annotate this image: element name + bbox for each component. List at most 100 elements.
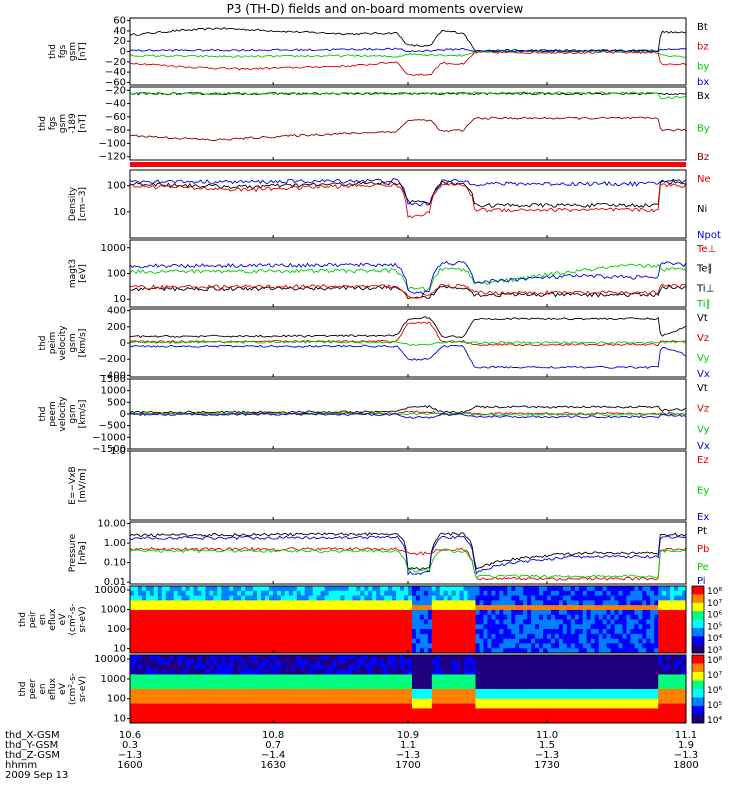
spectrogram-cell — [666, 679, 671, 685]
spectrogram-cell — [495, 708, 500, 714]
spectrogram-cell — [245, 669, 250, 675]
spectrogram-cell — [304, 600, 310, 606]
spectrogram-cell — [376, 655, 381, 661]
spectrogram-cell — [292, 698, 298, 705]
spectrogram-cell — [209, 708, 214, 714]
spectrogram-cell — [678, 586, 683, 592]
spectrogram-cell — [646, 718, 651, 724]
spectrogram-cell — [519, 600, 524, 606]
legend-entry: Ti⊥ — [696, 283, 714, 294]
spectrogram-cell — [638, 659, 643, 666]
colorbar-tick-label: 10⁷ — [707, 599, 722, 609]
spectrogram-cell — [558, 586, 564, 592]
spectrogram-cell — [570, 648, 576, 654]
spectrogram-cell — [284, 633, 290, 640]
spectrogram-cell — [654, 684, 659, 690]
spectrogram-cell — [590, 586, 596, 592]
spectrogram-cell — [594, 590, 600, 597]
spectrogram-cell — [618, 605, 623, 611]
spectrogram-cell — [368, 595, 373, 601]
spectrogram-cell — [658, 633, 663, 640]
spectrogram-cell — [503, 689, 508, 695]
spectrogram-cell — [269, 638, 274, 644]
spectrogram-cell — [662, 698, 667, 705]
spectrogram-cell — [463, 679, 469, 685]
spectrogram-cell — [304, 703, 310, 709]
y-axis-label-line: fgs — [58, 44, 68, 58]
spectrogram-cell — [225, 655, 230, 661]
spectrogram-cell — [229, 590, 234, 597]
spectrogram-cell — [610, 659, 616, 666]
spectrogram-cell — [515, 664, 520, 671]
spectrogram-cell — [312, 595, 318, 601]
spectrogram-cell — [654, 600, 659, 606]
spectrogram-cell — [682, 619, 687, 625]
spectrogram-cell — [483, 655, 488, 661]
y-tick-label: 0 — [120, 47, 126, 58]
spectrogram-cell — [574, 664, 580, 671]
y-tick-label: −120 — [99, 152, 126, 163]
spectrogram-cell — [634, 624, 639, 630]
spectrogram-cell — [380, 698, 385, 705]
spectrogram-cell — [606, 643, 612, 649]
spectrogram-cell — [662, 708, 667, 714]
spectrogram-cell — [197, 679, 202, 685]
spectrogram-cell — [280, 605, 286, 611]
spectrogram-cell — [638, 689, 643, 695]
spectrogram-cell — [376, 609, 381, 616]
spectrogram-cell — [519, 703, 524, 709]
spectrogram-cell — [642, 664, 647, 671]
spectrogram-cell — [431, 629, 437, 635]
spectrogram-cell — [185, 669, 191, 675]
spectrogram-cell — [149, 595, 155, 601]
spectrogram-cell — [614, 595, 619, 601]
spectrogram-cell — [503, 659, 508, 666]
spectrogram-cell — [296, 614, 302, 620]
spectrogram-cell — [411, 624, 417, 630]
spectrogram-cell — [161, 679, 167, 685]
spectrogram-cell — [193, 648, 199, 654]
spectrogram-cell — [328, 600, 334, 606]
spectrogram-cell — [598, 689, 604, 695]
spectrogram-cell — [547, 703, 552, 709]
spectrogram-cell — [642, 605, 647, 611]
spectrogram-cell — [348, 703, 353, 709]
y-tick-label: 1.0 — [110, 446, 126, 457]
spectrogram-cell — [408, 708, 413, 714]
spectrogram-cell — [642, 595, 647, 601]
spectrogram-cell — [185, 595, 191, 601]
spectrogram-cell — [288, 638, 294, 644]
spectrogram-cell — [507, 638, 512, 644]
spectrogram-cell — [670, 655, 675, 661]
spectrogram-cell — [666, 698, 671, 705]
spectrogram-cell — [475, 655, 480, 661]
spectrogram-cell — [554, 674, 560, 680]
spectrogram-cell — [610, 648, 616, 654]
spectrogram-cell — [261, 703, 266, 709]
spectrogram-cell — [630, 586, 635, 592]
spectrogram-cell — [435, 590, 441, 597]
spectrogram-cell — [316, 718, 322, 724]
spectrogram-cell — [507, 669, 512, 675]
spectrogram-cell — [435, 600, 441, 606]
spectrogram-cell — [205, 586, 210, 592]
spectrogram-cell — [209, 633, 214, 640]
spectrogram-cell — [547, 693, 552, 700]
spectrogram-cell — [249, 698, 254, 705]
spectrogram-cell — [336, 664, 341, 671]
spectrogram-cell — [265, 669, 270, 675]
spectrogram-cell — [356, 708, 361, 714]
spectrogram-cell — [427, 703, 433, 709]
spectrogram-cell — [523, 600, 528, 606]
spectrogram-cell — [376, 614, 381, 620]
spectrogram-cell — [320, 600, 326, 606]
spectrogram-cell — [213, 698, 218, 705]
spectrogram-cell — [392, 674, 397, 680]
spectrogram-cell — [535, 679, 540, 685]
spectrogram-cell — [368, 713, 373, 719]
spectrogram-cell — [443, 703, 449, 709]
spectrogram-cell — [527, 669, 532, 675]
spectrogram-cell — [658, 609, 663, 616]
spectrogram-cell — [550, 586, 556, 592]
spectrogram-cell — [245, 643, 250, 649]
